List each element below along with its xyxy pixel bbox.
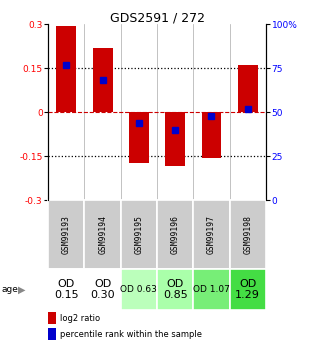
Bar [230, 269, 266, 310]
Text: OD
1.29: OD 1.29 [235, 279, 260, 300]
Bar [85, 200, 121, 269]
Bar [121, 269, 157, 310]
Title: GDS2591 / 272: GDS2591 / 272 [109, 11, 205, 24]
Bar [202, 112, 221, 158]
Text: OD
0.30: OD 0.30 [90, 279, 115, 300]
Text: OD 1.07: OD 1.07 [193, 285, 230, 294]
Text: OD 0.63: OD 0.63 [120, 285, 157, 294]
Bar [230, 200, 266, 269]
Text: GSM99193: GSM99193 [62, 215, 71, 254]
Bar [48, 312, 56, 324]
Bar [165, 112, 185, 166]
Text: OD
0.15: OD 0.15 [54, 279, 79, 300]
Text: log2 ratio: log2 ratio [60, 314, 100, 323]
Bar [238, 65, 258, 112]
Bar [48, 328, 56, 340]
Text: GSM99198: GSM99198 [243, 215, 252, 254]
Bar [157, 200, 193, 269]
Text: GSM99197: GSM99197 [207, 215, 216, 254]
Text: OD
0.85: OD 0.85 [163, 279, 188, 300]
Bar [129, 112, 149, 164]
Text: GSM99194: GSM99194 [98, 215, 107, 254]
Text: ▶: ▶ [18, 285, 26, 295]
Bar [48, 200, 85, 269]
Text: GSM99196: GSM99196 [171, 215, 180, 254]
Bar [157, 269, 193, 310]
Bar [93, 48, 113, 112]
Bar [193, 200, 230, 269]
Bar [193, 269, 230, 310]
Bar [48, 269, 85, 310]
Bar [85, 269, 121, 310]
Text: GSM99195: GSM99195 [134, 215, 143, 254]
Text: percentile rank within the sample: percentile rank within the sample [60, 329, 202, 338]
Text: age: age [2, 285, 18, 294]
Bar [56, 26, 76, 112]
Bar [121, 200, 157, 269]
